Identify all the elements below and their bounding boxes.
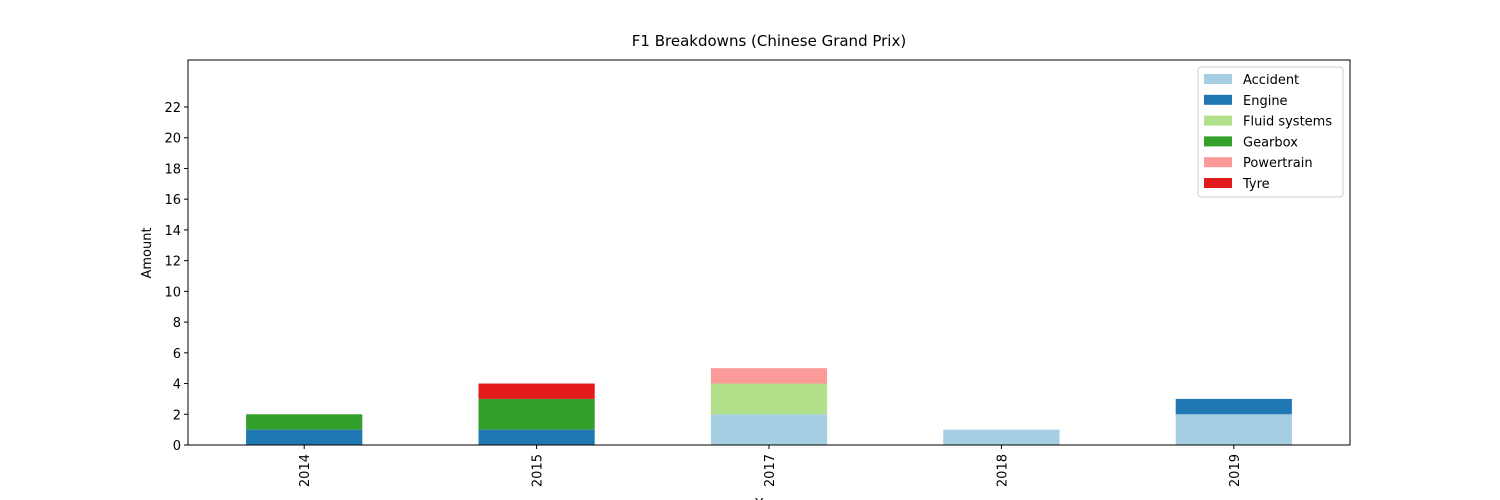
legend-label: Powertrain xyxy=(1243,156,1313,171)
bar-segment xyxy=(943,429,1060,445)
y-tick-label: 2 xyxy=(173,408,181,423)
y-tick-label: 4 xyxy=(173,378,181,393)
x-tick-label: 2015 xyxy=(531,454,546,487)
y-tick-label: 16 xyxy=(164,193,181,208)
legend-label: Accident xyxy=(1243,73,1299,88)
legend-label: Engine xyxy=(1243,94,1288,109)
bar-segment xyxy=(478,398,595,430)
bar-segment xyxy=(710,383,828,415)
x-tick-label: 2017 xyxy=(763,454,778,487)
x-tick-label: 2019 xyxy=(1228,454,1243,487)
bar-segment xyxy=(710,414,828,445)
legend-swatch xyxy=(1204,157,1232,168)
bar-segment xyxy=(246,414,363,430)
legend-box xyxy=(1197,66,1344,198)
bar-segment xyxy=(478,429,595,445)
bar-segment xyxy=(1175,398,1292,415)
y-tick-label: 12 xyxy=(164,255,181,270)
legend-swatch xyxy=(1204,178,1232,188)
y-tick-label: 14 xyxy=(164,224,181,239)
legend-swatch xyxy=(1204,115,1232,126)
legend-swatch xyxy=(1204,74,1232,84)
legend-label: Fluid systems xyxy=(1243,115,1332,130)
y-tick-label: 6 xyxy=(173,347,181,362)
y-tick-label: 20 xyxy=(164,132,181,147)
bar-segment xyxy=(710,368,828,384)
x-tick-label: 2014 xyxy=(298,454,313,487)
legend-label: Tyre xyxy=(1242,177,1270,192)
y-axis-label: Amount xyxy=(140,227,155,278)
y-tick-label: 22 xyxy=(164,101,181,116)
x-axis-label: Year xyxy=(754,497,783,500)
bar-segment xyxy=(478,383,595,399)
plot-frame xyxy=(187,59,1351,446)
legend-swatch xyxy=(1204,94,1232,105)
y-tick-label: 0 xyxy=(173,439,181,454)
y-tick-label: 8 xyxy=(173,316,181,331)
legend-swatch xyxy=(1204,136,1232,147)
bar-segment xyxy=(1175,414,1292,445)
y-tick-label: 18 xyxy=(164,162,181,177)
x-tick-label: 2018 xyxy=(995,454,1010,487)
legend-label: Gearbox xyxy=(1243,135,1298,150)
bar-segment xyxy=(246,429,363,445)
chart-title: F1 Breakdowns (Chinese Grand Prix) xyxy=(632,32,906,50)
y-tick-label: 10 xyxy=(164,285,181,300)
